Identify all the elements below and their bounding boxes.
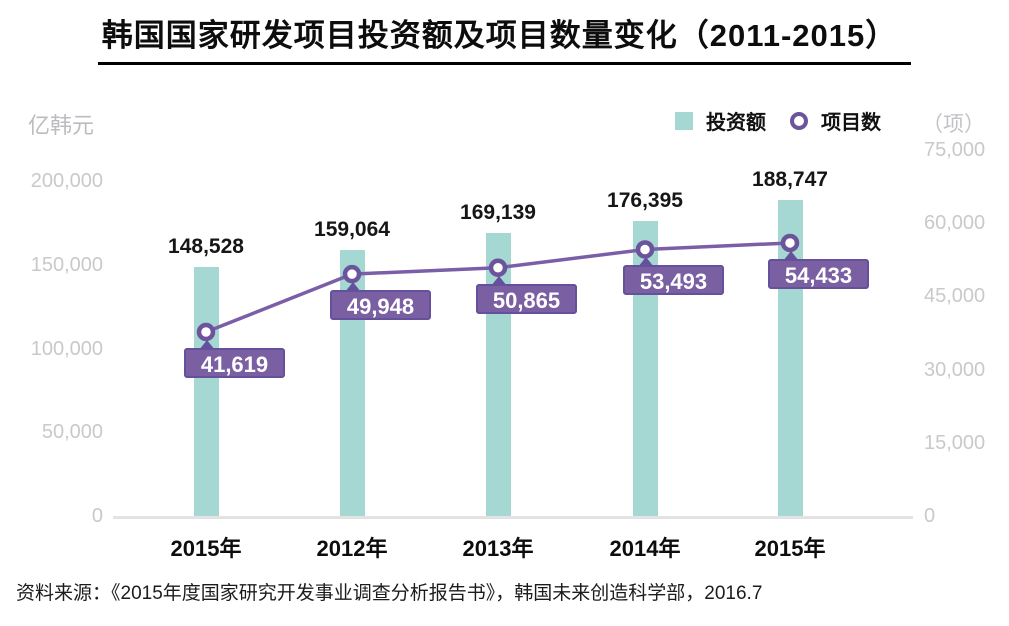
point-value-callout: 54,433 — [768, 250, 869, 289]
right-axis-tick: 45,000 — [924, 285, 986, 308]
point-value-callout: 53,493 — [623, 257, 724, 296]
left-axis-unit-label: 亿韩元 — [28, 113, 95, 138]
x-axis-baseline — [113, 516, 913, 519]
bar-value-label: 159,064 — [314, 217, 390, 241]
right-axis-tick: 75,000 — [924, 139, 986, 161]
legend: 投资额 项目数 — [675, 106, 881, 135]
chart-title: 韩国国家研发项目投资额及项目数量变化（2011-2015） — [97, 10, 912, 65]
left-axis-tick: 0 — [91, 505, 103, 527]
point-value-callout: 41,619 — [184, 340, 285, 378]
data-point-marker — [780, 233, 800, 253]
right-axis-unit-label: （项） — [922, 113, 985, 136]
x-axis-category-label: 2012年 — [316, 536, 388, 561]
bar-value-label: 148,528 — [168, 235, 244, 259]
left-axis-tick: 200,000 — [30, 170, 103, 192]
data-point-marker — [488, 258, 508, 277]
point-value-callout: 50,865 — [476, 275, 577, 314]
x-axis-category-label: 2014年 — [609, 536, 681, 561]
bar-value-label: 169,139 — [460, 200, 536, 224]
x-axis-category-label: 2015年 — [170, 536, 242, 561]
right-axis-tick: 0 — [924, 505, 936, 527]
legend-line-label: 项目数 — [821, 112, 881, 134]
x-axis-category-label: 2013年 — [462, 536, 534, 561]
source-note: 资料来源：《2015年度国家研究开发事业调查分析报告书》，韩国未来创造科学部，2… — [16, 583, 763, 604]
right-axis-tick: 15,000 — [924, 431, 986, 454]
legend-line-marker-icon — [790, 111, 808, 130]
left-axis-tick: 100,000 — [30, 337, 103, 360]
data-point-marker — [342, 264, 362, 284]
right-axis-tick: 60,000 — [924, 212, 986, 235]
investment-bar — [193, 267, 219, 516]
data-point-marker — [196, 322, 216, 342]
bar-value-label: 176,395 — [607, 188, 683, 212]
left-axis-tick: 150,000 — [30, 253, 103, 276]
x-axis-category-label: 2015年 — [754, 536, 826, 561]
right-axis-tick: 30,000 — [924, 358, 986, 381]
data-point-marker — [635, 240, 655, 259]
legend-bar-swatch-icon — [675, 111, 693, 130]
point-value-callout: 49,948 — [330, 282, 431, 321]
title-area: 韩国国家研发项目投资额及项目数量变化（2011-2015） — [0, 10, 1009, 65]
left-axis-tick: 50,000 — [41, 421, 103, 444]
bar-value-label: 188,747 — [752, 167, 828, 191]
legend-bar-label: 投资额 — [706, 112, 766, 134]
